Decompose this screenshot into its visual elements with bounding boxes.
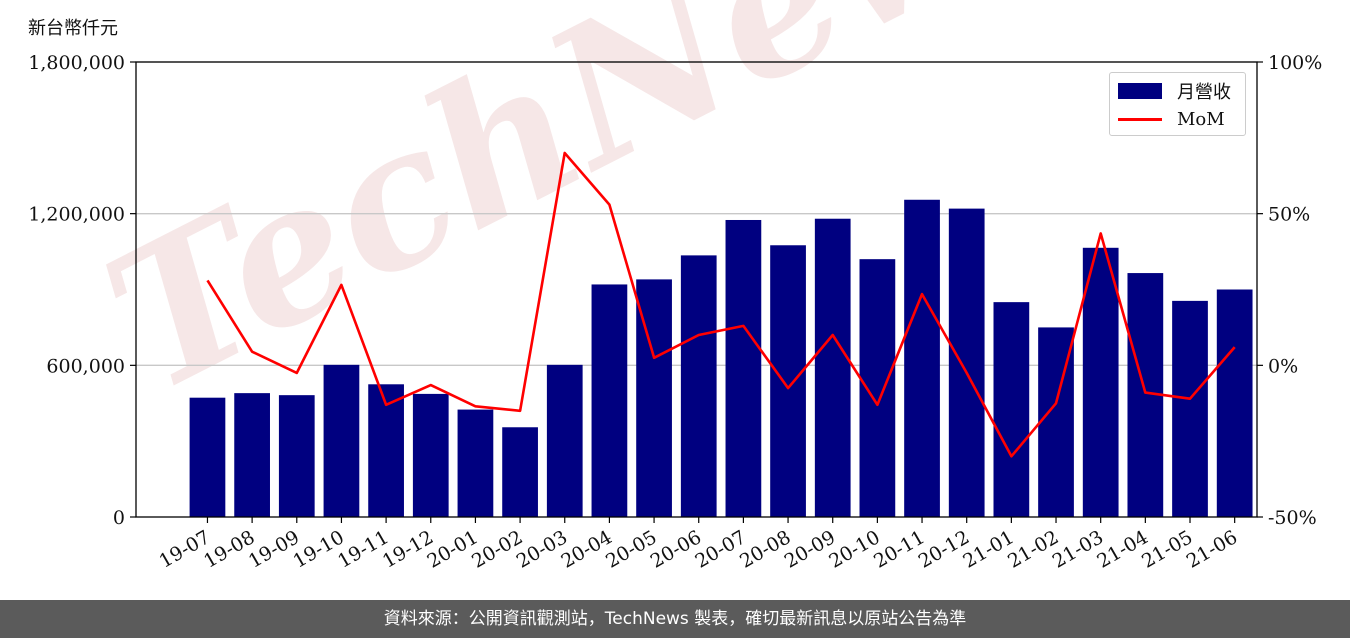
x-tick-label: 20-05 — [602, 526, 660, 572]
y-left-tick-label: 1,800,000 — [28, 52, 125, 74]
y-left-tick-label: 1,200,000 — [28, 204, 125, 226]
x-tick-label: 21-05 — [1138, 526, 1196, 572]
legend-swatch-line — [1118, 117, 1162, 121]
x-tick-label: 19-11 — [334, 526, 392, 572]
mom-line — [206, 151, 1236, 458]
x-tick-label: 20-07 — [691, 526, 749, 572]
bar-20-06 — [680, 255, 717, 517]
bar-20-02 — [502, 427, 538, 517]
x-tick-label: 20-01 — [423, 526, 481, 572]
source-footer: 資料來源：公開資訊觀測站，TechNews 製表，確切最新訊息以原站公告為準 — [0, 600, 1350, 638]
revenue-chart: TechNews 0600,0001,200,0001,800,000-50%0… — [28, 0, 1322, 573]
bar-20-09 — [814, 218, 851, 517]
bar-20-01 — [457, 409, 494, 517]
y-right-tick-label: 100% — [1268, 52, 1322, 74]
x-tick-label: 20-03 — [513, 526, 571, 572]
bar-20-07 — [725, 219, 762, 517]
legend-item-revenue: 月營收 — [1118, 79, 1231, 103]
bar-20-12 — [948, 208, 985, 517]
y-left-tick-label: 600,000 — [46, 355, 125, 377]
x-tick-label: 21-04 — [1093, 526, 1151, 572]
bar-21-06 — [1216, 289, 1253, 517]
x-tick-label: 20-10 — [825, 526, 883, 572]
bar-21-05 — [1172, 300, 1208, 517]
x-tick-label: 20-09 — [781, 526, 839, 572]
legend-label-revenue: 月營收 — [1177, 82, 1231, 103]
bar-19-09 — [278, 395, 315, 517]
x-tick-label: 20-12 — [915, 526, 973, 572]
legend-label-mom: MoM — [1177, 108, 1225, 130]
x-tick-label: 19-07 — [156, 526, 214, 572]
bar-19-12 — [412, 393, 449, 517]
chart-legend: 月營收 MoM — [1109, 72, 1246, 136]
unit-label: 新台幣仟元 — [28, 18, 118, 39]
bar-19-07 — [189, 397, 226, 517]
y-right-tick-label: 0% — [1268, 355, 1298, 377]
x-tick-label: 20-06 — [647, 526, 705, 572]
x-tick-label: 20-08 — [736, 526, 794, 572]
y-right-tick-label: 50% — [1268, 204, 1310, 226]
x-tick-label: 21-02 — [1004, 526, 1062, 572]
bar-19-08 — [234, 393, 270, 517]
bar-20-08 — [770, 245, 806, 517]
bar-20-10 — [859, 259, 896, 517]
x-tick-label: 20-04 — [557, 526, 615, 572]
legend-item-mom: MoM — [1118, 107, 1225, 131]
x-tick-label: 21-01 — [959, 526, 1017, 572]
x-tick-label: 21-06 — [1183, 526, 1241, 572]
plot-frame — [135, 61, 1258, 518]
x-tick-label: 21-03 — [1049, 526, 1107, 572]
bar-20-03 — [546, 364, 583, 517]
x-tick-label: 19-08 — [200, 526, 258, 572]
x-tick-label: 19-10 — [290, 526, 348, 572]
x-tick-label: 20-02 — [468, 526, 526, 572]
x-tick-label: 20-11 — [870, 526, 928, 572]
bar-19-11 — [368, 384, 404, 517]
bar-20-11 — [904, 199, 940, 517]
y-left-tick-label: 0 — [113, 507, 125, 529]
bar-19-10 — [323, 364, 360, 517]
bar-20-04 — [591, 284, 628, 517]
x-tick-label: 19-09 — [245, 526, 303, 572]
y-right-tick-label: -50% — [1268, 507, 1317, 529]
legend-swatch-bar — [1118, 83, 1162, 99]
bar-21-03 — [1082, 247, 1119, 517]
bar-21-01 — [993, 302, 1030, 517]
x-tick-label: 19-12 — [379, 526, 437, 572]
